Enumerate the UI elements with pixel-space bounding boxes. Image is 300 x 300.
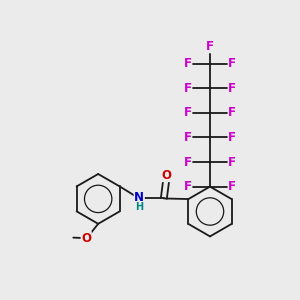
Text: F: F	[184, 180, 192, 193]
Text: F: F	[228, 57, 236, 70]
Text: F: F	[206, 40, 214, 53]
Text: F: F	[228, 180, 236, 193]
Text: F: F	[228, 155, 236, 169]
Text: O: O	[161, 169, 171, 182]
Text: F: F	[184, 131, 192, 144]
Text: F: F	[184, 82, 192, 95]
Text: F: F	[184, 155, 192, 169]
Text: O: O	[81, 232, 91, 245]
Text: F: F	[228, 82, 236, 95]
Text: F: F	[184, 106, 192, 119]
Text: N: N	[134, 191, 144, 204]
Text: F: F	[228, 106, 236, 119]
Text: F: F	[228, 131, 236, 144]
Text: H: H	[135, 202, 143, 212]
Text: F: F	[184, 57, 192, 70]
